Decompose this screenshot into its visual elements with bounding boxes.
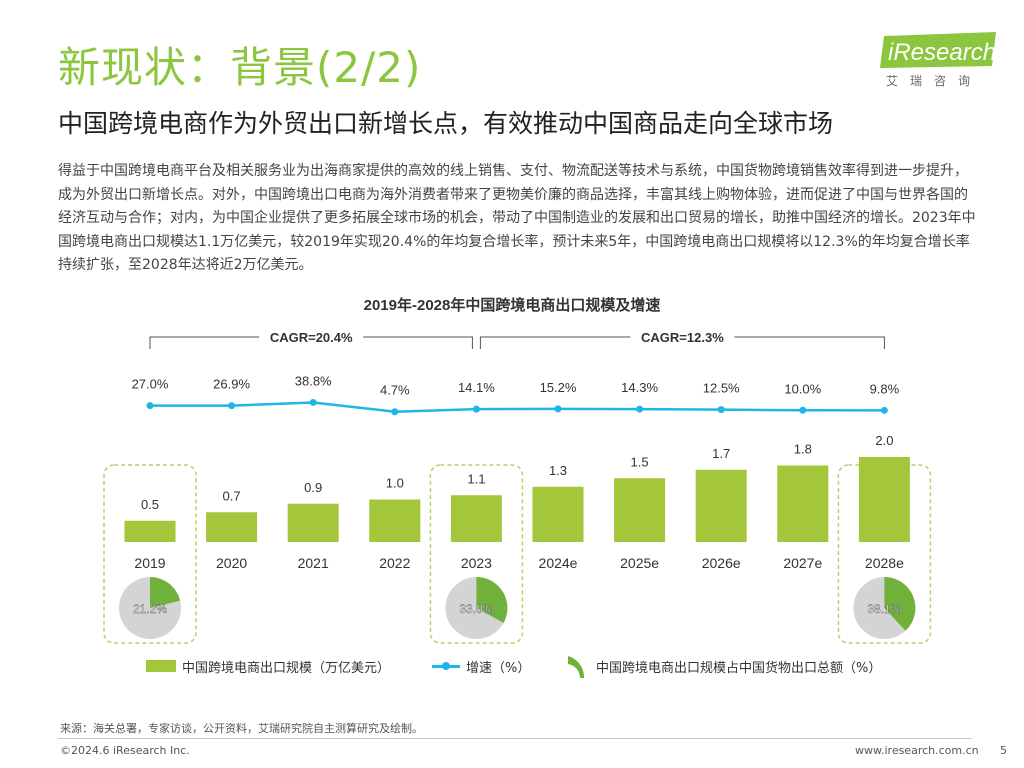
pie-slice: [884, 577, 916, 631]
footer-divider: [58, 738, 972, 739]
cagr-label: CAGR=20.4%: [270, 330, 353, 345]
growth-point: [880, 406, 888, 414]
growth-line: [149, 401, 885, 413]
bar: [124, 520, 176, 542]
bar: [287, 503, 339, 542]
bar: [369, 499, 421, 542]
bar-value-label: 1.5: [631, 454, 649, 469]
logo-mark-icon: iResearch: [880, 32, 996, 68]
legend-bars: 中国跨境电商出口规模（万亿美元）: [146, 656, 390, 676]
bar-value-label: 1.7: [712, 446, 730, 461]
bar: [614, 478, 666, 542]
growth-value-label: 4.7%: [380, 383, 410, 398]
pie-value-label: 38.1%: [867, 602, 901, 616]
pie-value-label: 21.2%: [133, 602, 167, 616]
x-tick-label: 2027e: [783, 555, 822, 571]
growth-point: [309, 398, 317, 406]
bar-value-label: 1.1: [467, 471, 485, 486]
bar-value-label: 2.0: [875, 433, 893, 448]
legend-bar-swatch: [146, 660, 176, 672]
iresearch-logo: iResearch 艾瑞咨询: [878, 30, 998, 90]
body-paragraph: 得益于中国跨境电商平台及相关服务业为出海商家提供的高效的线上销售、支付、物流配送…: [58, 163, 976, 273]
x-tick-label: 2022: [379, 555, 410, 571]
growth-value-label: 26.9%: [213, 377, 250, 392]
copyright: ©2024.6 iResearch Inc.: [60, 744, 190, 757]
growth-point: [636, 405, 644, 413]
growth-value-label: 9.8%: [870, 381, 900, 396]
growth-value-label: 15.2%: [540, 380, 577, 395]
x-tick-label: 2028e: [865, 555, 904, 571]
legend-pie: 中国跨境电商出口规模占中国货物出口总额（%）: [560, 650, 881, 682]
bar: [450, 495, 502, 542]
pie-value-label: 33.0%: [459, 602, 493, 616]
bar-value-label: 1.8: [794, 442, 812, 457]
legend-line-label: 增速（%）: [466, 660, 531, 676]
bar-value-label: 0.7: [223, 488, 241, 503]
growth-value-label: 38.8%: [295, 373, 332, 388]
cagr-label-bg: [259, 328, 364, 346]
bar-value-label: 1.3: [549, 463, 567, 478]
cagr-label-bg: [630, 328, 735, 346]
bar: [532, 486, 584, 542]
bar: [777, 465, 829, 542]
highlight-box: [429, 464, 524, 644]
bar-value-label: 0.5: [141, 497, 159, 512]
growth-value-label: 14.1%: [458, 380, 495, 395]
source-note: 来源：海关总署，专家访谈，公开资料，艾瑞研究院自主测算研究及绘制。: [60, 722, 423, 735]
page-subtitle: 中国跨境电商作为外贸出口新增长点，有效推动中国商品走向全球市场: [58, 109, 834, 138]
website-link[interactable]: www.iresearch.com.cn: [855, 744, 979, 757]
x-tick-label: 2025e: [620, 555, 659, 571]
legend-line: 增速（%）: [432, 656, 530, 676]
growth-point: [391, 408, 399, 416]
bar: [858, 457, 910, 542]
bar: [695, 469, 747, 542]
bar-value-label: 1.0: [386, 476, 404, 491]
cagr-label: CAGR=12.3%: [641, 330, 724, 345]
growth-value-label: 14.3%: [621, 380, 658, 395]
growth-point: [799, 406, 807, 414]
x-tick-label: 2023: [461, 555, 492, 571]
chart-title: 2019年-2028年中国跨境电商出口规模及增速: [364, 296, 661, 314]
x-tick-label: 2026e: [702, 555, 741, 571]
growth-point: [228, 402, 236, 410]
bar: [206, 512, 258, 542]
logo-brand: iResearch: [888, 39, 996, 66]
growth-point: [554, 405, 562, 413]
page-number: 5: [1000, 744, 1007, 757]
x-tick-label: 2024e: [539, 555, 578, 571]
growth-value-label: 27.0%: [132, 377, 169, 392]
growth-value-label: 10.0%: [784, 381, 821, 396]
legend-bar-label: 中国跨境电商出口规模（万亿美元）: [182, 660, 391, 676]
pie-slice: [476, 577, 508, 623]
growth-value-label: 12.5%: [703, 381, 740, 396]
logo-chinese: 艾瑞咨询: [886, 74, 983, 88]
legend-pie-label: 中国跨境电商出口规模占中国货物出口总额（%）: [596, 660, 882, 676]
pie-slice: [150, 577, 181, 608]
x-tick-label: 2019: [134, 555, 165, 571]
pie-slice-icon: [568, 656, 585, 678]
x-tick-label: 2021: [298, 555, 329, 571]
bar-value-label: 0.9: [304, 480, 322, 495]
page-title: 新现状：背景(2/2): [58, 43, 422, 92]
growth-point: [717, 406, 725, 414]
highlight-box: [103, 464, 197, 644]
growth-point: [146, 402, 154, 410]
x-tick-label: 2020: [216, 555, 247, 571]
legend-line-swatch: [432, 660, 460, 672]
growth-point: [472, 405, 480, 413]
